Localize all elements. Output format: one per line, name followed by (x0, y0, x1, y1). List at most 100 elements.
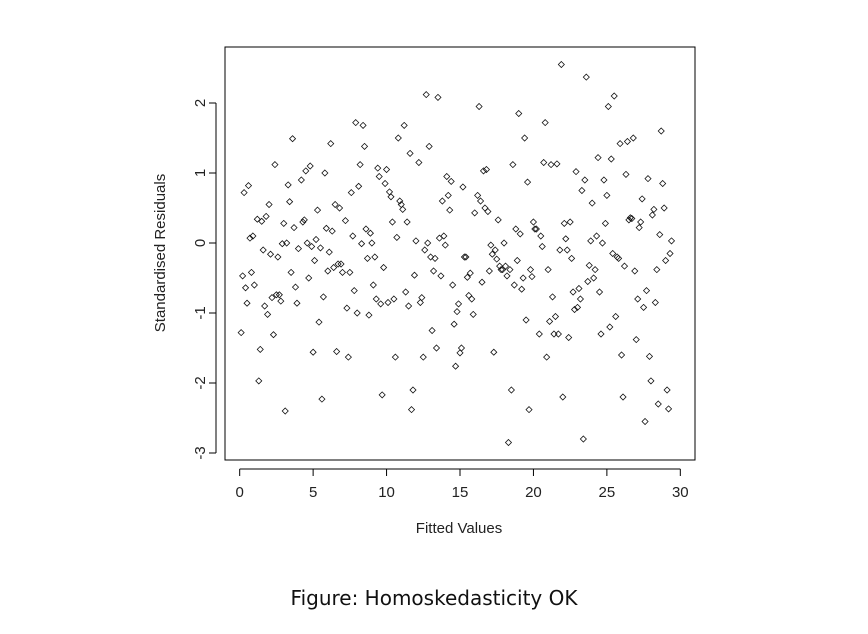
data-point (484, 207, 492, 216)
data-point (262, 212, 270, 220)
data-point (241, 284, 250, 292)
data-point (607, 155, 615, 163)
data-point (528, 273, 536, 281)
data-point (333, 347, 341, 356)
x-tick-label: 10 (378, 484, 395, 501)
data-point (595, 288, 604, 296)
data-point (620, 262, 629, 270)
data-point (281, 407, 289, 415)
data-point (544, 266, 552, 274)
data-point (491, 246, 499, 254)
data-point (280, 219, 288, 227)
data-point (359, 121, 367, 129)
data-point (635, 224, 643, 232)
data-point (415, 158, 423, 167)
data-point (286, 198, 294, 206)
data-point (663, 386, 671, 394)
data-point (525, 406, 533, 414)
data-point (610, 92, 618, 100)
data-point (403, 218, 411, 226)
data-point (566, 218, 574, 226)
data-point (585, 261, 593, 269)
data-point (284, 181, 292, 189)
data-point (554, 330, 562, 338)
data-point (437, 272, 445, 280)
data-point (399, 205, 407, 213)
data-point (447, 177, 455, 185)
data-point (459, 183, 467, 191)
data-point (293, 299, 301, 307)
data-point (346, 268, 354, 276)
data-point (504, 438, 513, 447)
data-point (330, 263, 338, 272)
data-point (374, 164, 382, 172)
data-point (444, 191, 452, 199)
data-point (394, 134, 402, 142)
data-point (507, 386, 515, 394)
data-point (551, 312, 560, 321)
data-point (259, 246, 267, 254)
data-point (269, 331, 278, 339)
data-point (427, 253, 435, 261)
data-point (324, 267, 332, 275)
data-point (537, 232, 545, 240)
data-point (543, 353, 551, 361)
data-point (410, 271, 419, 279)
data-point (664, 405, 673, 413)
data-point (378, 391, 386, 399)
data-point (631, 267, 639, 275)
data-point (490, 348, 498, 356)
y-axis: -3 -2 -1 0 1 2 (192, 99, 217, 460)
data-point (277, 297, 285, 305)
data-point (518, 285, 526, 293)
data-point (407, 406, 416, 414)
data-point (469, 310, 477, 318)
data-point (382, 165, 391, 174)
data-point (516, 230, 524, 238)
data-point (435, 234, 444, 242)
data-point (623, 137, 632, 146)
data-point (562, 235, 570, 243)
data-point (556, 246, 564, 254)
y-tick-label: -3 (192, 446, 209, 459)
data-point (335, 204, 344, 212)
data-point (275, 291, 283, 299)
x-axis-title: Fitted Values (416, 520, 502, 537)
data-point (432, 344, 441, 352)
data-point (300, 216, 308, 224)
x-tick-label: 0 (236, 484, 244, 501)
plot-frame (224, 46, 696, 461)
data-point (503, 272, 511, 280)
data-point (471, 209, 479, 217)
y-tick-label: 1 (192, 169, 209, 177)
data-point (572, 168, 580, 176)
data-point (645, 352, 654, 360)
data-point (369, 281, 377, 289)
data-point (246, 234, 254, 242)
y-tick-label: 0 (192, 239, 209, 247)
data-point (290, 224, 298, 232)
data-point (576, 295, 585, 303)
data-point (446, 206, 454, 214)
data-point (591, 266, 599, 274)
data-point (615, 254, 623, 262)
data-point (308, 242, 316, 251)
data-point (466, 269, 474, 277)
data-point (288, 135, 297, 143)
data-point (582, 73, 590, 81)
data-point (334, 260, 342, 268)
data-point (377, 300, 385, 308)
data-point (355, 182, 363, 190)
data-point (622, 170, 630, 178)
data-point (597, 330, 605, 338)
data-point (632, 336, 640, 344)
data-point (468, 295, 476, 303)
data-point (247, 268, 256, 276)
data-point (474, 191, 482, 199)
data-point (353, 309, 361, 317)
data-point (501, 262, 510, 270)
data-point (243, 299, 251, 307)
data-point (637, 218, 645, 226)
data-point (440, 232, 448, 240)
data-point (523, 178, 532, 186)
